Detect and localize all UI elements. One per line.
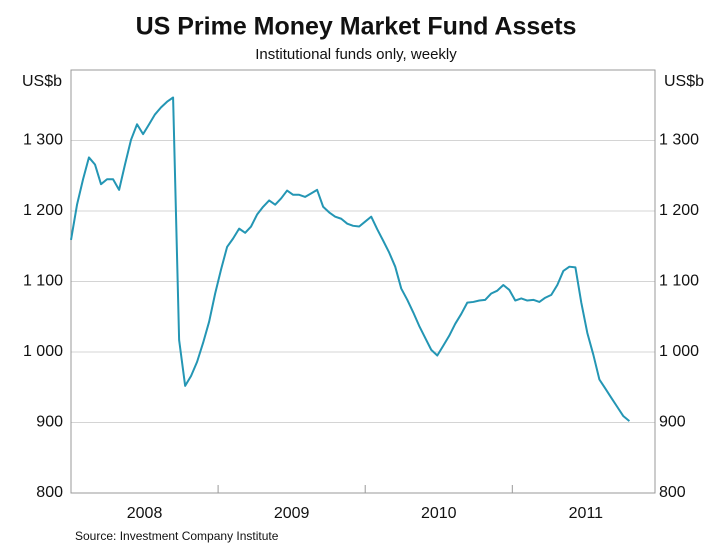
source-note: Source: Investment Company Institute	[75, 529, 279, 543]
y2-tick-label: 800	[659, 484, 686, 501]
y-tick-label: 1 100	[23, 273, 63, 290]
y2-tick-label: 1 300	[659, 132, 699, 149]
chart-subtitle: Institutional funds only, weekly	[255, 46, 457, 63]
x-tick-label: 2011	[569, 505, 604, 522]
y-tick-label: 800	[36, 484, 63, 501]
chart-title: US Prime Money Market Fund Assets	[136, 13, 577, 41]
y2-tick-label: 1 100	[659, 273, 699, 290]
plot-frame	[70, 69, 656, 494]
y-tick-label: 900	[36, 414, 63, 431]
y-axis-label: US$b	[22, 73, 62, 90]
y2-axis-label: US$b	[664, 73, 704, 90]
y2-tick-label: 1 200	[659, 202, 699, 219]
data-line	[70, 96, 631, 422]
x-tick-label: 2008	[127, 505, 163, 522]
x-tick-label: 2010	[421, 505, 457, 522]
y-tick-label: 1 300	[23, 132, 63, 149]
x-tick-label: 2009	[274, 505, 310, 522]
y2-tick-label: 900	[659, 414, 686, 431]
y-tick-label: 1 200	[23, 202, 63, 219]
y2-tick-label: 1 000	[659, 343, 699, 360]
y-tick-label: 1 000	[23, 343, 63, 360]
